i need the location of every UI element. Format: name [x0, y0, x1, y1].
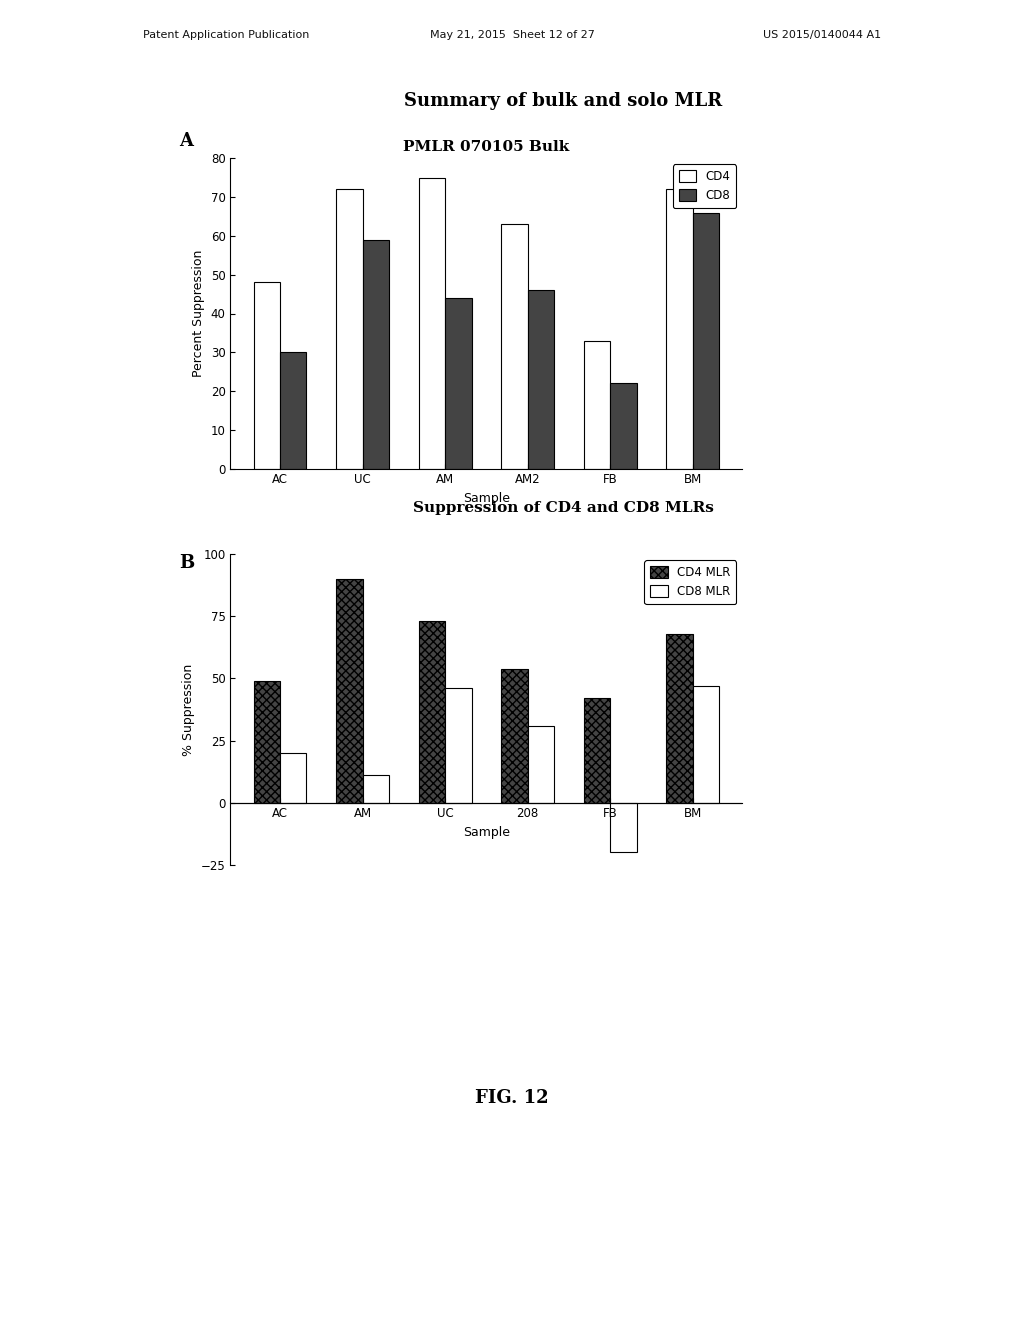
Legend: CD4 MLR, CD8 MLR: CD4 MLR, CD8 MLR: [644, 560, 736, 605]
Bar: [281, 352, 306, 469]
Text: FIG. 12: FIG. 12: [475, 1089, 549, 1107]
Bar: [445, 298, 471, 469]
Bar: [610, 383, 637, 469]
Bar: [502, 224, 527, 469]
Bar: [445, 689, 471, 803]
Bar: [362, 775, 389, 803]
Bar: [419, 622, 445, 803]
Y-axis label: Percent Suppression: Percent Suppression: [193, 249, 205, 378]
Text: B: B: [179, 554, 195, 573]
Text: May 21, 2015  Sheet 12 of 27: May 21, 2015 Sheet 12 of 27: [429, 30, 595, 41]
Bar: [692, 686, 719, 803]
Bar: [254, 282, 281, 469]
Bar: [502, 668, 527, 803]
Text: Suppression of CD4 and CD8 MLRs: Suppression of CD4 and CD8 MLRs: [413, 500, 714, 515]
Legend: CD4, CD8: CD4, CD8: [673, 164, 736, 209]
Bar: [584, 698, 610, 803]
Title: PMLR 070105 Bulk: PMLR 070105 Bulk: [403, 140, 569, 154]
Text: Summary of bulk and solo MLR: Summary of bulk and solo MLR: [404, 92, 722, 111]
Y-axis label: % Suppression: % Suppression: [182, 664, 196, 755]
Text: Patent Application Publication: Patent Application Publication: [143, 30, 309, 41]
Bar: [667, 634, 692, 803]
Bar: [362, 240, 389, 469]
Bar: [281, 752, 306, 803]
Text: A: A: [179, 132, 194, 150]
Bar: [336, 190, 362, 469]
Bar: [254, 681, 281, 803]
X-axis label: Sample: Sample: [463, 492, 510, 506]
Bar: [419, 178, 445, 469]
Bar: [692, 213, 719, 469]
X-axis label: Sample: Sample: [463, 826, 510, 840]
Bar: [584, 341, 610, 469]
Text: US 2015/0140044 A1: US 2015/0140044 A1: [763, 30, 881, 41]
Bar: [527, 726, 554, 803]
Bar: [667, 190, 692, 469]
Bar: [336, 579, 362, 803]
Bar: [527, 290, 554, 469]
Bar: [610, 803, 637, 853]
